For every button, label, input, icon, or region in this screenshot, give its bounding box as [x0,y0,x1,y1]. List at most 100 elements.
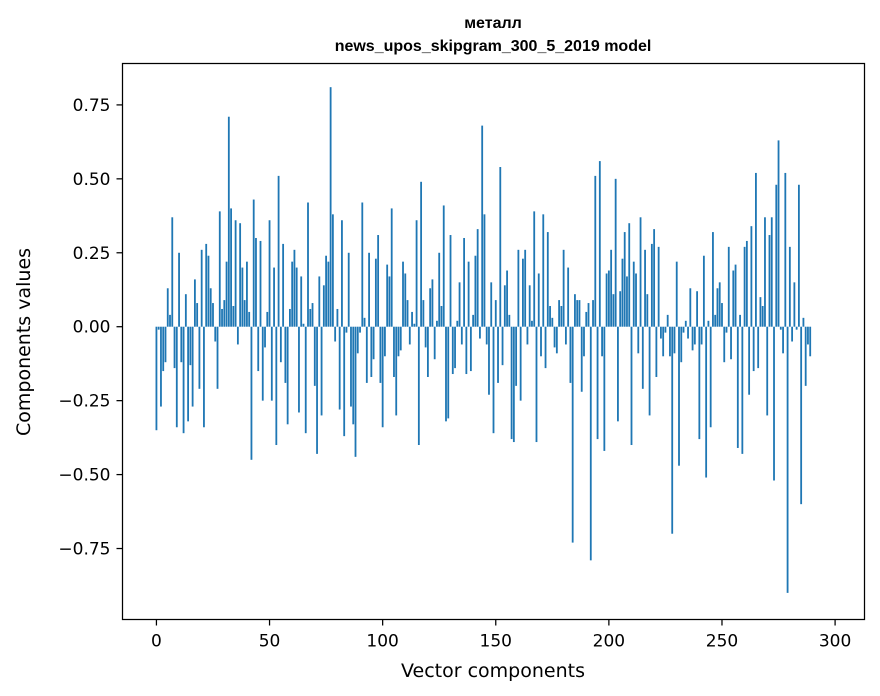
bar [727,246,730,327]
bar [359,326,361,333]
bar [797,184,800,327]
bar [431,279,434,327]
bar [279,326,282,363]
bar [637,326,640,354]
bar [705,326,708,478]
bar [395,326,398,416]
bar [524,249,527,327]
bar [393,326,395,377]
bar [666,314,669,327]
bar [488,326,490,395]
bar [411,311,413,327]
x-tick-label: 100 [366,632,398,652]
bar [218,211,221,327]
bar [329,87,332,327]
bar [300,276,303,327]
bar [804,326,807,386]
bar [510,326,513,440]
bar [497,326,499,383]
bar [433,326,436,360]
bar [526,326,529,345]
bar [558,300,561,327]
bar [162,326,165,372]
bar [537,273,540,327]
bar [653,229,656,327]
x-tick-label: 200 [593,632,625,652]
bar [157,326,160,330]
bar [313,326,316,386]
bar [345,326,348,333]
y-tick-label: 0.75 [73,96,111,116]
bar [408,326,411,345]
bar [567,267,570,327]
bar [739,314,741,327]
bar [648,326,651,416]
bar [752,326,755,372]
bar [481,125,484,327]
bar [221,308,223,327]
bar [440,306,443,327]
bar [187,326,190,422]
bar [257,326,260,372]
bar [363,317,366,327]
x-tick-label: 50 [259,632,281,652]
bar [390,208,393,327]
bar [241,267,244,327]
bar [515,326,518,386]
bar [336,308,339,327]
bar [650,243,653,327]
bar [696,291,698,327]
bar [761,306,764,327]
bar [456,320,459,327]
y-tick-label: 0.25 [73,244,111,264]
bar [230,208,232,327]
bar [528,285,531,327]
bar [795,326,798,330]
bar [603,326,606,451]
bar [777,140,780,327]
bar [716,288,719,327]
bar [641,326,644,389]
bar [261,326,264,401]
bar [374,258,377,327]
bar [227,116,230,327]
bar [458,282,461,327]
bar [246,261,248,327]
bar [621,258,624,327]
bar [619,291,622,327]
bar [320,326,323,416]
x-axis-label: Vector components [401,660,585,682]
bar [413,323,416,327]
bar [304,326,307,434]
bar [725,326,728,333]
bar [723,326,726,363]
bar [365,326,368,383]
bar [198,326,201,389]
bar [564,326,567,345]
bar [499,167,502,327]
bar [460,326,463,345]
bar [286,326,289,425]
x-tick-label: 300 [819,632,851,652]
bar [302,323,305,327]
bar [664,326,667,333]
bar [479,326,481,339]
bar [406,300,409,327]
bar [295,267,298,327]
bar [214,326,217,342]
bar [601,326,603,357]
bar [748,326,751,395]
bar [646,294,649,327]
bar [178,252,180,327]
bar [415,220,418,327]
bar [402,261,404,327]
bar [316,326,318,454]
bar [671,326,674,534]
bar [592,300,594,327]
bar [322,285,325,327]
bar [709,326,712,428]
bar [175,326,178,428]
bar [250,326,253,460]
